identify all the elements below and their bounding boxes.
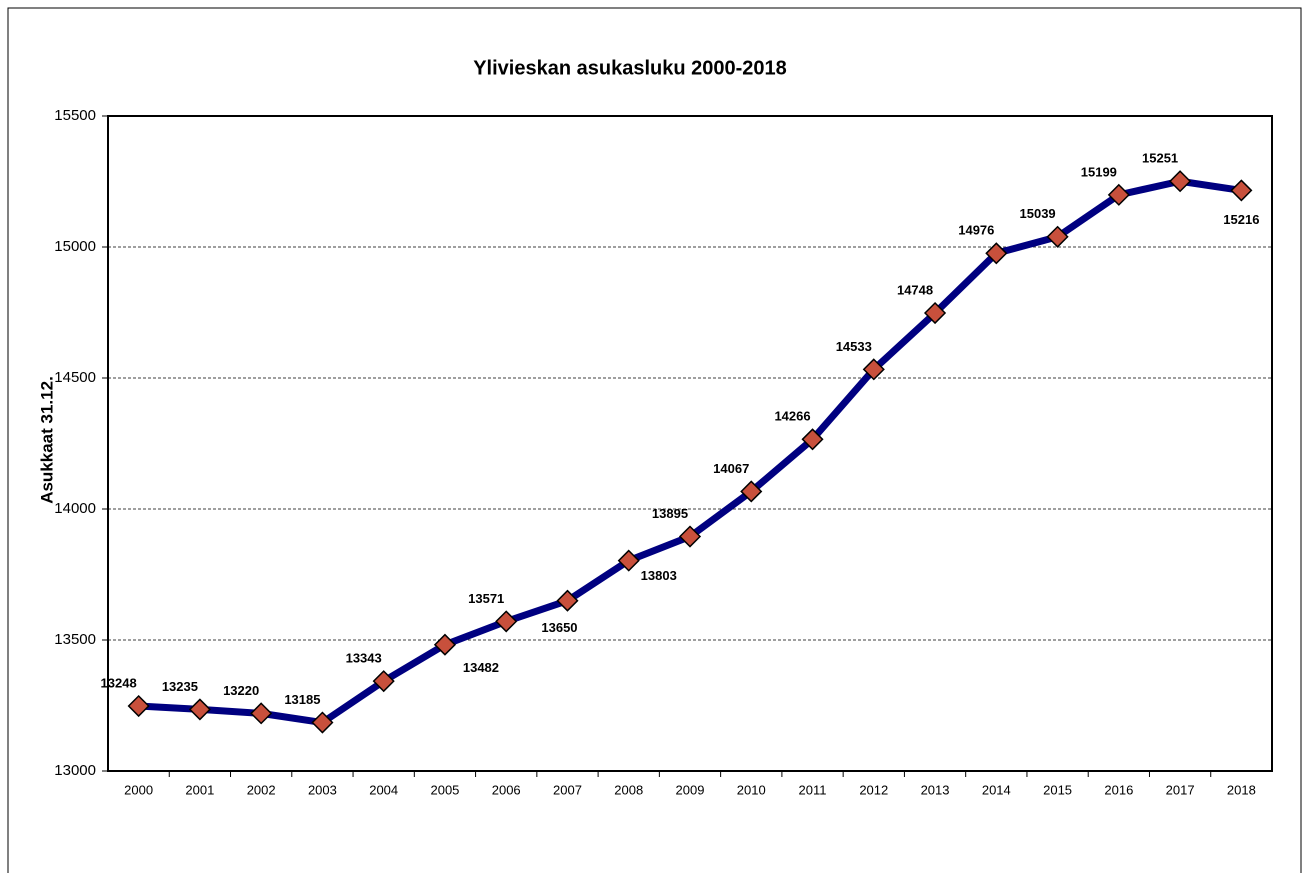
plot-frame (107, 115, 1273, 772)
x-tick-label: 2004 (369, 782, 398, 797)
data-label: 13571 (468, 591, 504, 606)
x-tick-label: 2018 (1227, 782, 1256, 797)
data-label: 14748 (897, 282, 933, 297)
x-tick-label: 2000 (124, 782, 153, 797)
x-tick-label: 2014 (982, 782, 1011, 797)
data-label: 14976 (958, 223, 994, 238)
data-label: 13650 (541, 620, 577, 635)
x-tick-label: 2013 (921, 782, 950, 797)
data-label: 13343 (346, 651, 382, 666)
data-point (188, 698, 211, 721)
data-label: 13248 (101, 675, 137, 690)
y-axis-label: Asukkaat 31.12. (37, 376, 56, 504)
data-point (311, 711, 334, 734)
data-label: 13220 (223, 683, 259, 698)
data-point (617, 549, 640, 572)
x-tick-label: 2003 (308, 782, 337, 797)
data-point (1046, 225, 1069, 248)
data-label: 15216 (1223, 212, 1259, 227)
x-tick-label: 2012 (859, 782, 888, 797)
data-point (801, 428, 824, 451)
data-label: 13185 (284, 692, 320, 707)
data-label: 15251 (1142, 151, 1178, 166)
data-label: 13895 (652, 506, 688, 521)
x-tick-label: 2010 (737, 782, 766, 797)
chart-border (7, 7, 1302, 873)
y-tick-label: 15000 (54, 238, 96, 255)
x-tick-label: 2006 (492, 782, 521, 797)
data-label: 14266 (774, 409, 810, 424)
data-label: 15199 (1081, 164, 1117, 179)
x-tick-label: 2015 (1043, 782, 1072, 797)
data-point (1107, 183, 1130, 206)
x-tick-label: 2007 (553, 782, 582, 797)
y-tick-label: 13000 (54, 762, 96, 779)
data-point (556, 589, 579, 612)
x-tick-label: 2017 (1166, 782, 1195, 797)
data-label: 13235 (162, 679, 198, 694)
data-point (495, 610, 518, 633)
data-label: 15039 (1020, 206, 1056, 221)
data-point (433, 633, 457, 656)
chart-title: Ylivieskan asukasluku 2000-2018 (473, 57, 787, 79)
data-label: 13482 (463, 660, 499, 675)
data-point (372, 670, 395, 693)
x-tick-label: 2005 (430, 782, 459, 797)
x-tick-label: 2008 (614, 782, 643, 797)
data-point (250, 702, 273, 725)
y-tick-label: 15500 (54, 107, 96, 124)
x-tick-label: 2011 (799, 782, 827, 797)
y-tick-label: 14500 (54, 369, 96, 386)
x-tick-label: 2016 (1104, 782, 1133, 797)
data-point (127, 694, 150, 718)
data-label: 14533 (836, 339, 872, 354)
x-tick-label: 2001 (185, 782, 214, 797)
x-tick-label: 2009 (676, 782, 705, 797)
data-point (678, 525, 702, 548)
data-point (1230, 179, 1253, 202)
data-point (1169, 170, 1192, 193)
data-label: 13803 (641, 568, 677, 583)
y-tick-label: 14000 (54, 500, 96, 517)
y-tick-label: 13500 (54, 631, 96, 648)
data-point (862, 358, 885, 381)
x-tick-label: 2002 (247, 782, 276, 797)
data-point (985, 242, 1008, 265)
data-point (923, 301, 947, 325)
data-point (740, 480, 763, 503)
data-label: 14067 (713, 461, 749, 476)
